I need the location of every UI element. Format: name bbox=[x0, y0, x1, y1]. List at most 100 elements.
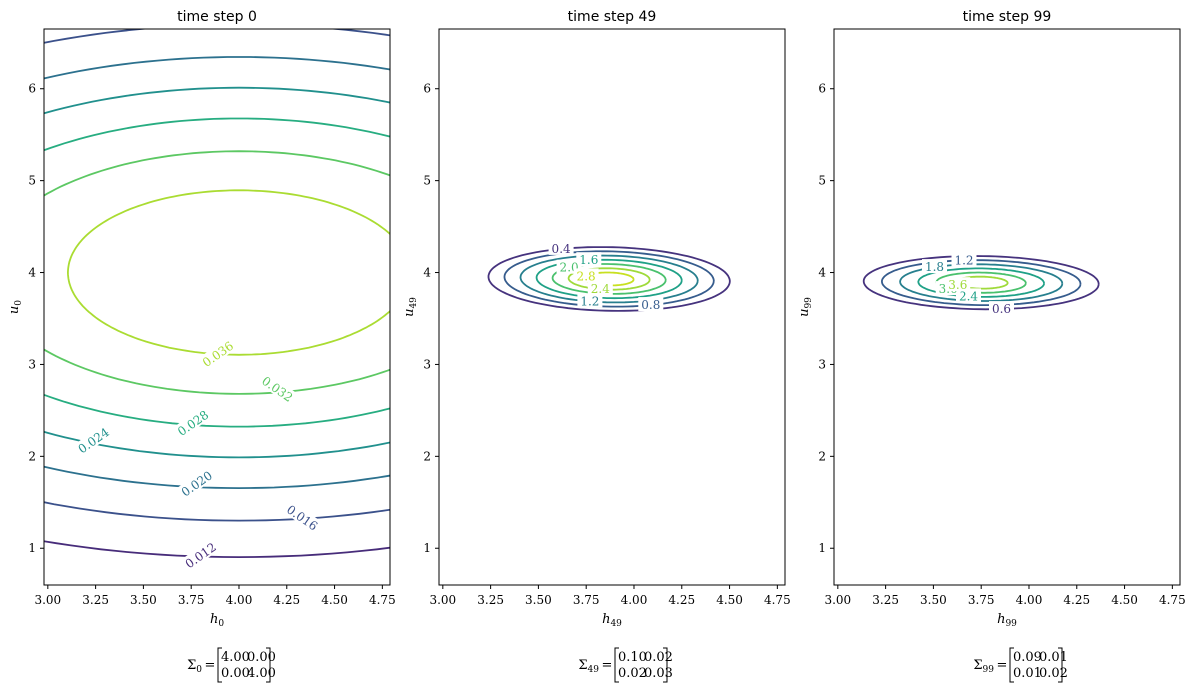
contour-label: 3.6 bbox=[945, 277, 971, 292]
y-tick-label: 2 bbox=[818, 449, 826, 463]
contour-label: 0.020 bbox=[176, 466, 217, 500]
contour-label-text: 2.8 bbox=[577, 269, 596, 283]
contour-line bbox=[917, 267, 1045, 298]
equals-sign: = bbox=[997, 658, 1008, 673]
contour-label-bg bbox=[548, 240, 574, 255]
matrix-cell: 0.02 bbox=[644, 650, 673, 665]
matrix-left-bracket bbox=[1009, 647, 1014, 683]
contour-line bbox=[551, 263, 667, 295]
contour-label-text: 0.024 bbox=[76, 425, 112, 456]
contour-label-bg bbox=[956, 288, 981, 303]
contour-label-bg bbox=[176, 466, 217, 500]
y-tick-label: 2 bbox=[423, 449, 431, 463]
y-tick-label: 2 bbox=[28, 449, 36, 463]
matrix-cell: 0.00 bbox=[247, 650, 276, 665]
y-tick-label: 1 bbox=[28, 541, 36, 555]
contour-label: 0.032 bbox=[257, 371, 298, 406]
contour-label-text: 0.028 bbox=[175, 408, 211, 439]
axes-frame bbox=[43, 28, 391, 586]
contour-line bbox=[899, 263, 1064, 302]
axes-frame bbox=[438, 28, 786, 586]
x-axis-label: h0 bbox=[210, 612, 224, 629]
contour-label: 0.4 bbox=[548, 240, 574, 256]
x-tick-label: 4.00 bbox=[226, 593, 253, 607]
contour-label-text: 0.8 bbox=[641, 298, 660, 312]
covariance-symbol: Σ0 bbox=[187, 658, 202, 675]
contour-label-text: 2.4 bbox=[591, 282, 610, 296]
contour-label: 2.8 bbox=[573, 268, 599, 283]
contour-label-text: 0.032 bbox=[259, 374, 295, 405]
y-tick-label: 6 bbox=[818, 82, 826, 96]
axes-frame bbox=[833, 28, 1181, 586]
contour-label: 2.4 bbox=[587, 281, 613, 296]
contour-line bbox=[535, 258, 683, 300]
x-tick-label: 3.25 bbox=[82, 593, 109, 607]
contour-label-bg bbox=[587, 281, 613, 296]
contour-label-bg bbox=[197, 336, 238, 371]
contour-label-text: 0.016 bbox=[284, 502, 320, 533]
contour-label: 0.8 bbox=[638, 297, 664, 312]
contour-label-text: 1.2 bbox=[954, 253, 973, 267]
contour-line bbox=[66, 189, 390, 356]
y-tick-label: 4 bbox=[818, 266, 826, 280]
contour-label: 1.8 bbox=[922, 259, 947, 274]
matrix-cell: 4.00 bbox=[221, 650, 250, 665]
matrix-left-bracket bbox=[217, 647, 222, 683]
contour-line bbox=[44, 86, 390, 459]
panel-title: time step 0 bbox=[177, 9, 257, 25]
contour-label-bg bbox=[172, 405, 213, 440]
y-tick-label: 3 bbox=[818, 357, 826, 371]
contour-label-bg bbox=[945, 277, 971, 292]
x-tick-label: 4.75 bbox=[764, 593, 791, 607]
panel-title: time step 99 bbox=[963, 9, 1052, 25]
x-tick-label: 3.25 bbox=[872, 593, 899, 607]
contour-label: 0.6 bbox=[989, 301, 1014, 316]
x-tick-label: 4.25 bbox=[273, 593, 300, 607]
contour-line bbox=[44, 117, 390, 428]
plot-area bbox=[487, 246, 731, 312]
y-tick-label: 6 bbox=[423, 82, 431, 96]
x-tick-label: 4.75 bbox=[1159, 593, 1186, 607]
x-tick-label: 3.50 bbox=[920, 593, 947, 607]
contour-label-text: 1.2 bbox=[580, 294, 599, 308]
contour-label-bg bbox=[573, 268, 599, 283]
contour-label-text: 2.4 bbox=[959, 289, 978, 303]
covariance-matrix: Σ99 = 0.090.010.010.02 bbox=[973, 647, 1068, 683]
matrix-right-bracket bbox=[266, 647, 271, 683]
panel-1: 0.40.81.21.62.02.42.83.00 3.25 3.50 3.75 4.0… bbox=[402, 9, 791, 683]
contour-label-bg bbox=[576, 252, 602, 267]
matrix-cell: 0.10 bbox=[618, 650, 647, 665]
contour-label-bg bbox=[922, 259, 947, 274]
contour-label-text: 3.6 bbox=[948, 278, 967, 292]
contour-label-text: 1.8 bbox=[925, 260, 944, 274]
matrix-right-bracket bbox=[663, 647, 668, 683]
y-tick-label: 5 bbox=[28, 174, 36, 188]
x-tick-label: 4.25 bbox=[1063, 593, 1090, 607]
x-axis-label: h49 bbox=[602, 612, 622, 629]
x-tick-label: 4.50 bbox=[1111, 593, 1138, 607]
contour-labels: 0.40.81.21.62.02.42.8 bbox=[548, 240, 664, 312]
y-axis-label: u99 bbox=[797, 297, 814, 317]
contour-label-text: 1.6 bbox=[579, 253, 598, 267]
x-axis-label: h99 bbox=[997, 612, 1017, 629]
x-tick-label: 3.25 bbox=[477, 593, 504, 607]
matrix-left-bracket bbox=[614, 647, 619, 683]
plot-area bbox=[862, 255, 1100, 311]
equals-sign: = bbox=[602, 658, 613, 673]
x-tick-label: 3.75 bbox=[968, 593, 995, 607]
x-tick-label: 3.50 bbox=[525, 593, 552, 607]
y-tick-label: 6 bbox=[28, 82, 36, 96]
matrix-right-bracket bbox=[1058, 647, 1063, 683]
covariance-matrix: Σ0 = 4.000.000.004.00 bbox=[187, 647, 276, 683]
matrix-cell: 0.00 bbox=[221, 666, 250, 681]
x-tick-label: 3.75 bbox=[573, 593, 600, 607]
contour-label-text: 0.6 bbox=[992, 302, 1011, 316]
y-tick-label: 4 bbox=[28, 266, 36, 280]
contour-line bbox=[44, 540, 390, 559]
panel-title: time step 49 bbox=[568, 9, 657, 25]
y-tick-label: 3 bbox=[423, 357, 431, 371]
y-tick-label: 3 bbox=[28, 357, 36, 371]
